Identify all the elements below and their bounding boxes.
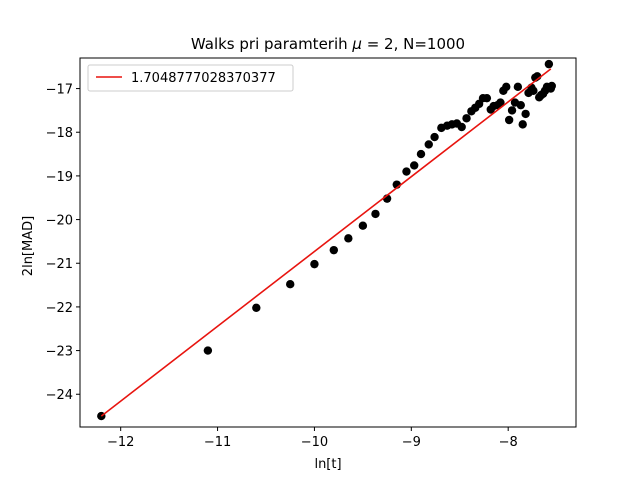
- y-tick-label: −22: [46, 301, 73, 316]
- y-tick-label: −20: [46, 214, 73, 229]
- data-point: [203, 346, 213, 355]
- data-point: [286, 280, 295, 289]
- data-point: [502, 82, 511, 92]
- x-tick-label: −9: [402, 435, 421, 450]
- data-point: [496, 98, 505, 107]
- data-point: [252, 303, 261, 312]
- chart-title: Walks pri paramterih μ = 2, N=1000: [191, 35, 465, 53]
- data-point: [371, 209, 380, 219]
- data-point: [518, 120, 527, 129]
- data-point: [402, 167, 411, 176]
- x-tick-label: −10: [301, 435, 328, 450]
- data-point: [507, 106, 517, 115]
- plot-area: −12 −11 −10 −9 −8 −24 −23 −22 −21 −20 −19 −18 −17: [46, 57, 577, 450]
- y-tick-label: −19: [46, 170, 73, 185]
- data-point: [424, 140, 433, 149]
- y-tick-label: −23: [46, 345, 73, 360]
- legend-frame: [87, 64, 294, 92]
- data-point: [462, 114, 471, 123]
- data-point: [513, 82, 523, 92]
- data-point: [430, 132, 439, 142]
- fit-line: [100, 68, 552, 417]
- y-tick-label: −21: [46, 257, 73, 272]
- data-point: [344, 234, 353, 243]
- data-point: [547, 81, 556, 91]
- y-tick-label: −24: [46, 388, 73, 403]
- data-point: [544, 59, 554, 69]
- data-point: [516, 100, 525, 110]
- data-point: [310, 259, 319, 269]
- data-point: [410, 161, 419, 170]
- data-point: [329, 245, 339, 255]
- legend-entry-label: 1.7048777028370377: [131, 71, 276, 86]
- data-point: [457, 122, 466, 132]
- data-point: [504, 115, 514, 125]
- data-point: [358, 221, 368, 230]
- data-point: [482, 93, 492, 103]
- data-point: [521, 109, 530, 119]
- data-marks: [97, 59, 556, 421]
- x-tick-label: −8: [499, 435, 518, 450]
- axes-frame: [79, 57, 577, 428]
- legend: 1.7048777028370377: [87, 64, 294, 92]
- x-tick-label: −12: [107, 435, 134, 450]
- x-tick-label: −11: [204, 435, 231, 450]
- x-axis-label: ln[t]: [314, 457, 341, 472]
- data-point: [529, 86, 538, 95]
- y-tick-label: −18: [46, 126, 73, 141]
- y-tick-label: −17: [46, 83, 73, 98]
- data-point: [416, 149, 426, 159]
- y-axis-label: 2ln[MAD]: [21, 216, 36, 276]
